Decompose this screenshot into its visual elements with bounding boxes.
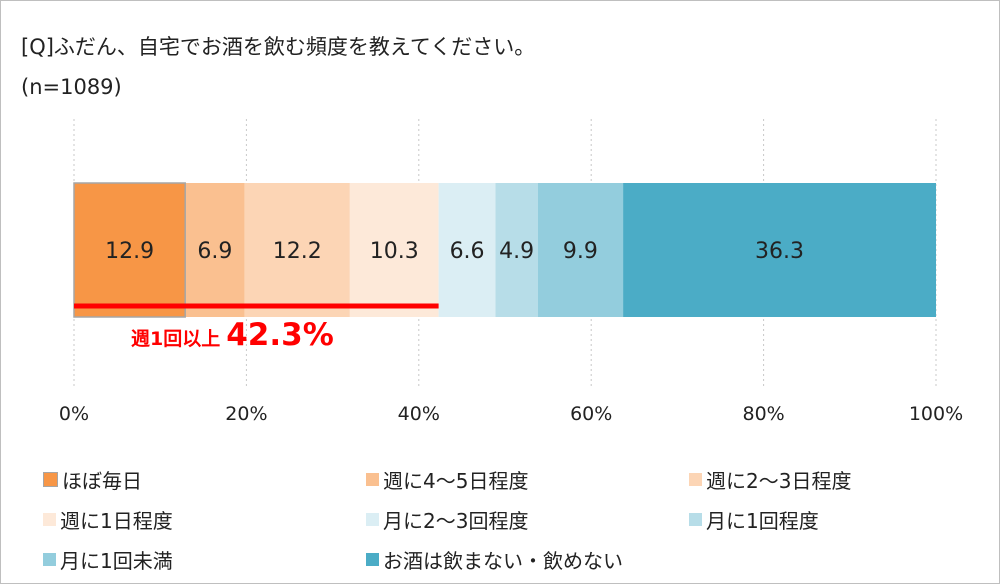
annotation-label: 週1回以上 [131, 328, 221, 350]
data-label: 36.3 [755, 239, 804, 264]
legend-swatch [366, 513, 379, 526]
data-label: 10.3 [370, 239, 419, 264]
bar-segment [244, 183, 350, 317]
legend-item: 月に2～3回程度 [366, 505, 528, 534]
data-label: 12.2 [273, 239, 322, 264]
chart-title: [Q]ふだん、自宅でお酒を飲む頻度を教えてください。 [21, 35, 536, 59]
legend-label: お酒は飲まない・飲めない [383, 549, 623, 573]
legend-item: 週に4～5日程度 [366, 465, 528, 494]
legend-swatch [366, 553, 379, 566]
annotation-value: 42.3% [226, 317, 334, 353]
x-tick-label: 0% [58, 403, 90, 425]
x-tick-label: 80% [742, 403, 785, 425]
annotation: 週1回以上 42.3% [131, 317, 334, 353]
legend-label: 週に1日程度 [60, 509, 173, 533]
bar-segment [74, 183, 186, 317]
legend-label: 週に4～5日程度 [383, 469, 529, 493]
legend-item: お酒は飲まない・飲めない [366, 545, 623, 574]
bar-segment-outline [73, 182, 186, 318]
bar-segment [349, 183, 439, 317]
legend-swatch [43, 553, 56, 566]
legend-label: 月に1回程度 [706, 509, 819, 533]
x-tick-label: 100% [908, 403, 964, 425]
legend-item: ほぼ毎日 [43, 465, 142, 494]
legend-item: 月に1回未満 [43, 545, 173, 574]
bar-segment [495, 183, 538, 317]
legend-label: 月に1回未満 [60, 549, 173, 573]
legend-item: 週に2～3日程度 [689, 465, 851, 494]
data-label: 12.9 [105, 239, 154, 264]
legend-swatch [689, 473, 702, 486]
data-label: 6.9 [197, 239, 232, 264]
bar-segment [537, 183, 624, 317]
legend-label: 月に2～3回程度 [383, 509, 529, 533]
legend-label: 週に2～3日程度 [706, 469, 852, 493]
legend-swatch [689, 513, 702, 526]
legend-label: ほぼ毎日 [62, 469, 142, 493]
bar-segment [185, 183, 245, 317]
x-tick-label: 20% [225, 403, 268, 425]
legend-swatch [366, 473, 379, 486]
x-tick-label: 60% [570, 403, 613, 425]
x-tick-label: 40% [397, 403, 440, 425]
data-label: 9.9 [563, 239, 598, 264]
bar-segment [438, 183, 496, 317]
chart-subtitle: (n=1089) [21, 75, 122, 99]
legend-swatch [43, 513, 56, 526]
data-label: 4.9 [499, 239, 534, 264]
bar-segment [623, 183, 936, 317]
legend-item: 月に1回程度 [689, 505, 819, 534]
legend-swatch [43, 472, 58, 487]
data-label: 6.6 [450, 239, 485, 264]
legend-item: 週に1日程度 [43, 505, 173, 534]
